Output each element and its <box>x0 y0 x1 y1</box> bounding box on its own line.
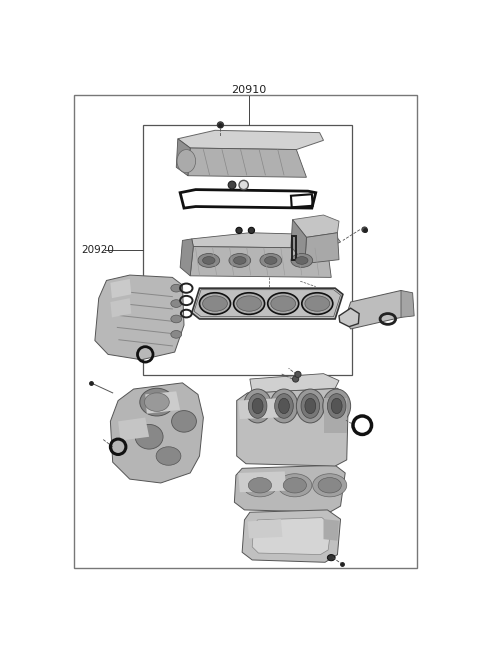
Ellipse shape <box>327 554 335 561</box>
Polygon shape <box>305 233 339 264</box>
Ellipse shape <box>200 293 230 314</box>
Ellipse shape <box>278 474 312 497</box>
Polygon shape <box>248 519 282 539</box>
Text: 20920: 20920 <box>82 245 115 255</box>
Ellipse shape <box>198 253 220 268</box>
Ellipse shape <box>236 228 242 234</box>
Polygon shape <box>401 291 414 318</box>
Ellipse shape <box>296 256 308 264</box>
Polygon shape <box>234 465 345 512</box>
Polygon shape <box>345 291 407 329</box>
Ellipse shape <box>135 424 163 449</box>
Ellipse shape <box>171 315 181 323</box>
Ellipse shape <box>171 284 181 292</box>
Ellipse shape <box>291 253 312 268</box>
Polygon shape <box>324 519 339 541</box>
Ellipse shape <box>296 389 324 423</box>
Ellipse shape <box>234 256 246 264</box>
Ellipse shape <box>177 150 196 173</box>
Polygon shape <box>188 148 306 177</box>
Polygon shape <box>324 398 347 433</box>
Ellipse shape <box>270 389 298 423</box>
Ellipse shape <box>171 331 181 338</box>
Ellipse shape <box>172 411 196 432</box>
Polygon shape <box>252 518 331 554</box>
Polygon shape <box>118 417 149 441</box>
Ellipse shape <box>301 394 320 419</box>
Ellipse shape <box>243 474 277 497</box>
Polygon shape <box>192 288 343 319</box>
Ellipse shape <box>248 228 254 234</box>
Ellipse shape <box>156 447 181 465</box>
Ellipse shape <box>305 296 330 311</box>
Ellipse shape <box>239 180 248 190</box>
Ellipse shape <box>248 394 267 419</box>
Polygon shape <box>145 392 180 414</box>
Ellipse shape <box>229 253 251 268</box>
Ellipse shape <box>327 394 346 419</box>
Ellipse shape <box>171 300 181 308</box>
Ellipse shape <box>302 293 333 314</box>
Ellipse shape <box>217 122 224 128</box>
Ellipse shape <box>252 398 263 414</box>
Ellipse shape <box>203 296 228 311</box>
Polygon shape <box>178 131 324 150</box>
Ellipse shape <box>318 478 341 493</box>
Ellipse shape <box>140 388 174 416</box>
Ellipse shape <box>312 474 347 497</box>
Ellipse shape <box>234 293 264 314</box>
Ellipse shape <box>268 293 299 314</box>
Polygon shape <box>110 298 132 318</box>
Polygon shape <box>180 239 193 276</box>
Ellipse shape <box>278 398 289 414</box>
Ellipse shape <box>362 227 367 232</box>
Ellipse shape <box>260 253 282 268</box>
Ellipse shape <box>248 478 272 493</box>
Polygon shape <box>110 279 132 298</box>
Polygon shape <box>339 308 359 327</box>
Ellipse shape <box>228 181 236 189</box>
Ellipse shape <box>283 478 306 493</box>
Polygon shape <box>238 398 278 419</box>
Ellipse shape <box>271 296 296 311</box>
Polygon shape <box>192 233 340 248</box>
Ellipse shape <box>292 376 299 382</box>
Ellipse shape <box>275 394 293 419</box>
Polygon shape <box>291 220 306 264</box>
Polygon shape <box>242 510 340 562</box>
Ellipse shape <box>331 398 342 414</box>
Text: 20910: 20910 <box>231 85 267 95</box>
Ellipse shape <box>203 256 215 264</box>
Ellipse shape <box>144 393 169 411</box>
Ellipse shape <box>264 256 277 264</box>
Ellipse shape <box>237 296 262 311</box>
Bar <box>143 125 352 375</box>
Polygon shape <box>292 215 339 237</box>
Ellipse shape <box>244 389 272 423</box>
Ellipse shape <box>323 389 350 423</box>
Polygon shape <box>250 374 339 393</box>
Polygon shape <box>95 275 184 359</box>
Polygon shape <box>110 383 204 483</box>
Polygon shape <box>238 472 286 492</box>
Polygon shape <box>176 139 190 176</box>
Polygon shape <box>190 247 331 277</box>
Ellipse shape <box>295 371 301 377</box>
Polygon shape <box>237 388 348 466</box>
Ellipse shape <box>305 398 316 414</box>
